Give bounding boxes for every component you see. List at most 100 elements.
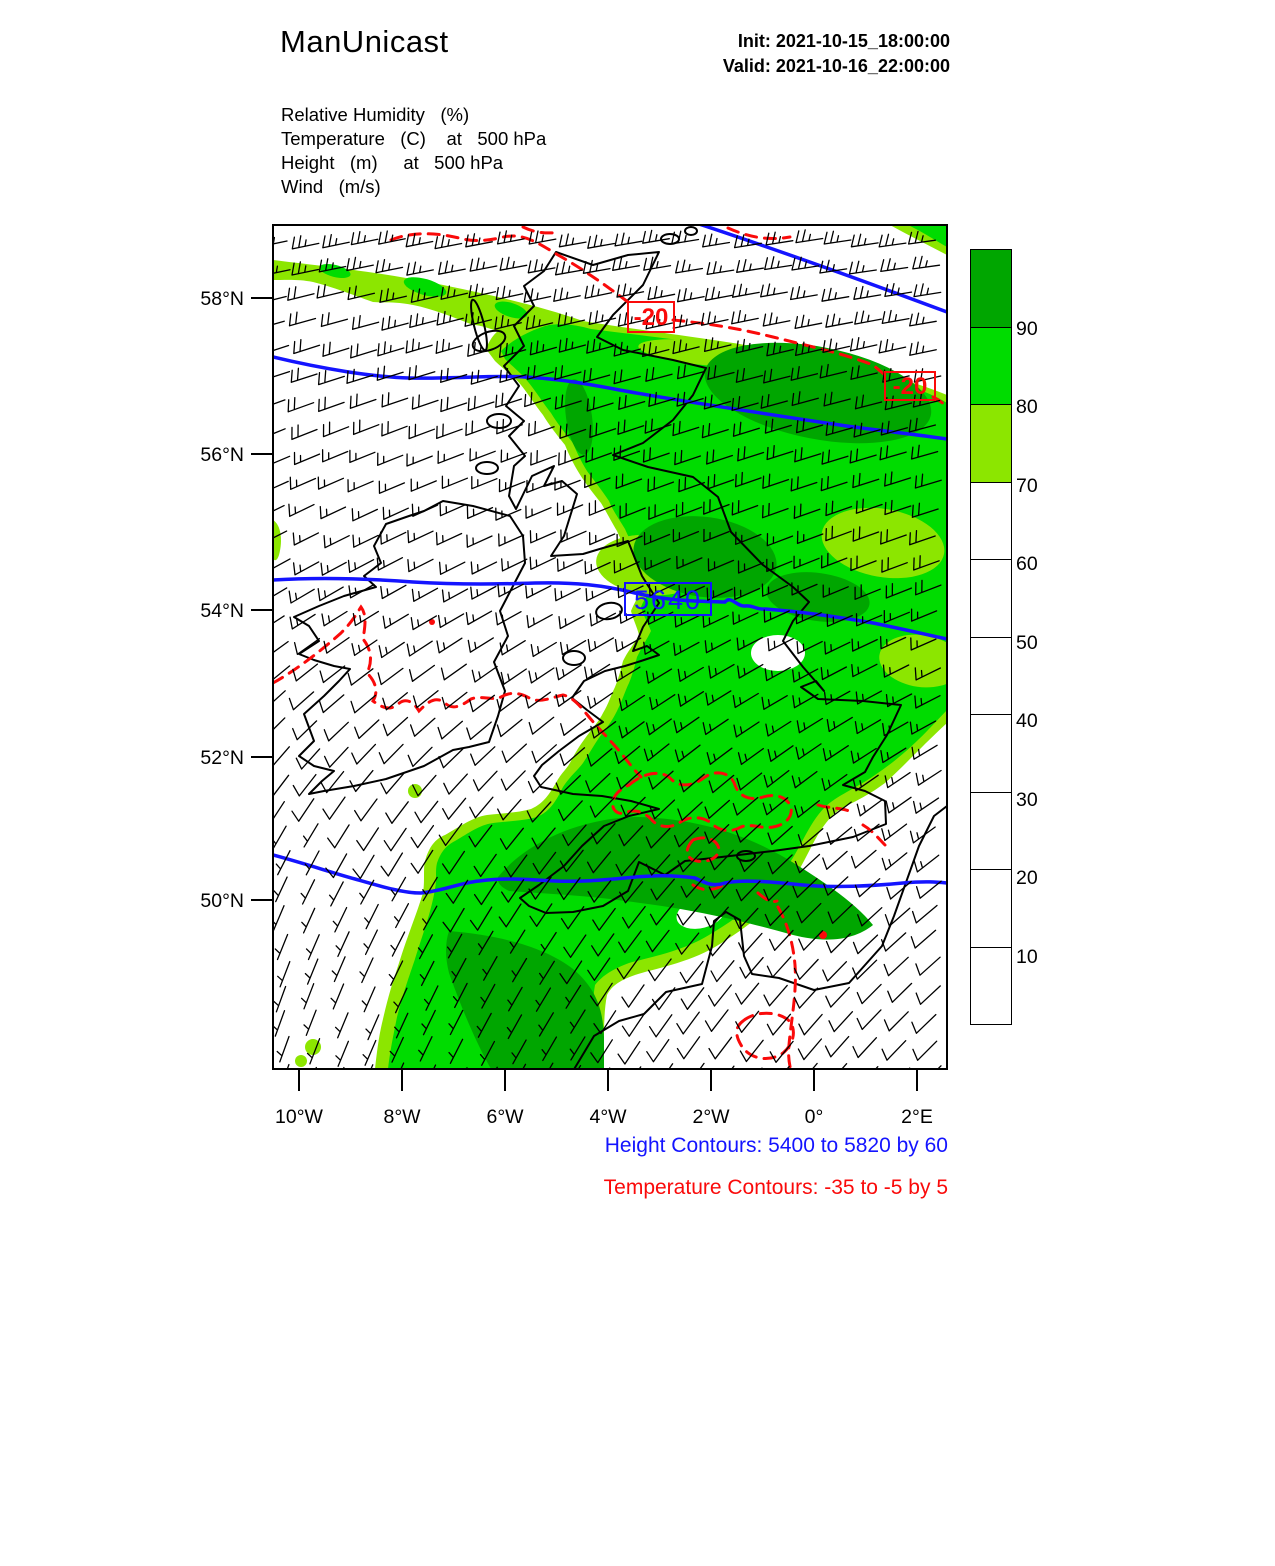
- wind-barb: [588, 531, 616, 546]
- wind-barb: [557, 312, 586, 327]
- wind-barb: [618, 721, 645, 739]
- lon-tick-label: 2°W: [692, 1106, 730, 1128]
- wind-barb: [465, 420, 492, 437]
- wind-barb: [908, 417, 937, 433]
- wind-barb: [767, 637, 794, 652]
- wind-barb: [347, 668, 374, 686]
- wind-barb: [440, 285, 469, 300]
- wind-barb: [496, 230, 525, 245]
- wind-barb: [302, 823, 319, 848]
- wind-barb: [732, 421, 760, 437]
- wind-barb: [557, 800, 583, 822]
- wind-barb: [321, 449, 349, 463]
- wind-barb: [879, 445, 907, 461]
- wind-barb: [764, 666, 791, 682]
- wind-barb: [911, 744, 938, 760]
- wind-barb: [884, 282, 913, 298]
- wind-barb: [380, 584, 407, 600]
- wind-barb: [763, 880, 789, 902]
- wind-barb: [707, 473, 735, 490]
- wind-barb: [361, 986, 376, 1013]
- wind-barb: [409, 717, 436, 737]
- wind-barb: [273, 558, 291, 570]
- wind-barb: [674, 744, 701, 763]
- wind-barb: [649, 903, 674, 926]
- wind-barb: [703, 337, 732, 353]
- wind-barb: [825, 986, 850, 1008]
- wind-barb: [731, 396, 759, 412]
- lat-tick-label: 58°N: [200, 288, 244, 310]
- wind-barb: [909, 341, 937, 356]
- wind-barb: [825, 420, 853, 436]
- island-orkney-2: [684, 226, 698, 236]
- wind-barb: [616, 956, 641, 980]
- wind-barb: [811, 1062, 818, 1069]
- wind-barb: [852, 526, 880, 542]
- wind-barb: [470, 585, 497, 600]
- colorbar-tick-label: 40: [1016, 710, 1038, 732]
- wind-barb: [793, 958, 819, 980]
- wind-barb: [825, 933, 851, 954]
- wind-barb: [440, 367, 468, 383]
- wind-barb: [645, 314, 674, 330]
- wind-barb: [584, 561, 611, 575]
- wind-barb: [826, 826, 853, 845]
- wind-barb: [796, 717, 824, 734]
- wind-barb: [854, 584, 881, 600]
- wind-barb: [330, 983, 345, 1010]
- wind-barb: [678, 584, 705, 599]
- wind-barb: [855, 498, 883, 514]
- wind-barb: [441, 588, 469, 603]
- wind-barb: [736, 258, 765, 273]
- wind-barb: [422, 876, 438, 902]
- wind-barb: [527, 773, 553, 794]
- wind-barb: [797, 1038, 823, 1061]
- wind-barb: [452, 982, 468, 1009]
- wind-barb: [826, 716, 853, 733]
- wind-barb: [792, 668, 819, 683]
- wind-barb: [470, 746, 496, 766]
- lat-tick-label: 56°N: [200, 444, 244, 466]
- wind-barb: [559, 849, 584, 873]
- wind-barb: [292, 663, 319, 682]
- wind-barb: [761, 583, 789, 597]
- colorbar-tick-label: 30: [1016, 788, 1038, 811]
- wind-barb: [618, 930, 642, 954]
- wind-barb: [850, 555, 877, 572]
- wind-barb: [760, 1067, 763, 1069]
- wind-barb: [739, 851, 765, 873]
- wind-barb: [614, 745, 641, 765]
- wind-barb: [409, 313, 437, 329]
- wind-barb: [647, 958, 672, 982]
- wind-barb: [735, 338, 764, 354]
- wind-barb: [288, 503, 315, 517]
- wind-barb: [273, 587, 288, 597]
- wind-barb: [541, 1036, 558, 1062]
- wind-barb: [319, 505, 347, 520]
- wind-barb: [435, 532, 463, 546]
- wind-barb: [500, 449, 528, 463]
- wind-barb: [320, 312, 349, 328]
- wind-barb: [273, 370, 291, 378]
- wind-barb: [885, 796, 912, 814]
- wind-barb: [827, 904, 853, 924]
- wind-barb: [352, 419, 380, 436]
- wind-barb: [647, 285, 676, 301]
- colorbar-segment: [970, 791, 1012, 870]
- wind-barb: [644, 418, 672, 434]
- wind-barb: [406, 261, 434, 276]
- wind-barb: [794, 799, 820, 818]
- lon-tick-label: 8°W: [383, 1106, 421, 1128]
- wind-barb: [593, 1010, 617, 1035]
- wind-barb: [407, 558, 434, 573]
- wind-barb: [435, 338, 463, 354]
- wind-barb: [645, 827, 671, 849]
- wind-barb: [335, 1040, 350, 1067]
- wind-barb: [448, 1038, 464, 1064]
- wind-barb: [856, 1009, 882, 1031]
- wind-barb: [676, 903, 702, 926]
- wind-barb: [554, 261, 583, 276]
- wind-barb: [582, 368, 611, 383]
- wind-barb: [421, 1009, 436, 1036]
- wind-barb: [766, 341, 794, 357]
